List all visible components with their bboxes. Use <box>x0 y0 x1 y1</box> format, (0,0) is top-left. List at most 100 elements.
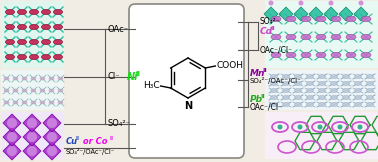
Ellipse shape <box>271 96 277 99</box>
Ellipse shape <box>301 52 311 58</box>
Ellipse shape <box>282 75 290 79</box>
Ellipse shape <box>49 77 54 80</box>
Ellipse shape <box>271 103 277 106</box>
Polygon shape <box>324 7 338 21</box>
Ellipse shape <box>271 88 277 93</box>
Ellipse shape <box>54 54 62 59</box>
Ellipse shape <box>355 81 361 86</box>
Ellipse shape <box>301 16 311 22</box>
Text: Cu: Cu <box>66 137 78 145</box>
Text: II: II <box>260 94 265 99</box>
Ellipse shape <box>294 96 302 99</box>
Circle shape <box>299 0 304 6</box>
Ellipse shape <box>319 81 325 86</box>
Text: Cl⁻: Cl⁻ <box>107 72 119 81</box>
Ellipse shape <box>330 81 338 86</box>
Ellipse shape <box>17 24 26 29</box>
Bar <box>265 112 378 159</box>
Text: SO₄²⁻: SO₄²⁻ <box>260 17 281 27</box>
Ellipse shape <box>271 75 277 79</box>
Bar <box>1 1 64 68</box>
Ellipse shape <box>307 75 313 79</box>
Circle shape <box>338 125 342 129</box>
Polygon shape <box>23 142 41 160</box>
Ellipse shape <box>307 88 313 93</box>
Ellipse shape <box>42 10 51 15</box>
Ellipse shape <box>342 103 350 106</box>
Ellipse shape <box>367 81 373 86</box>
Ellipse shape <box>330 75 338 79</box>
Text: OAc⁻/Cl⁻: OAc⁻/Cl⁻ <box>250 103 283 111</box>
Ellipse shape <box>367 103 373 106</box>
Ellipse shape <box>342 75 350 79</box>
Ellipse shape <box>27 146 37 156</box>
Ellipse shape <box>49 89 54 92</box>
Ellipse shape <box>355 96 361 99</box>
Ellipse shape <box>54 10 62 15</box>
Ellipse shape <box>31 101 36 104</box>
Ellipse shape <box>7 118 17 128</box>
Ellipse shape <box>361 16 371 22</box>
Ellipse shape <box>271 81 277 86</box>
Ellipse shape <box>316 16 326 22</box>
Circle shape <box>358 125 363 129</box>
Ellipse shape <box>29 40 39 45</box>
Ellipse shape <box>355 88 361 93</box>
Ellipse shape <box>4 77 9 80</box>
Ellipse shape <box>286 34 296 40</box>
Ellipse shape <box>29 54 39 59</box>
Text: II: II <box>110 135 114 140</box>
Polygon shape <box>43 128 61 146</box>
Ellipse shape <box>58 101 63 104</box>
Ellipse shape <box>319 75 325 79</box>
Ellipse shape <box>331 16 341 22</box>
Ellipse shape <box>316 34 326 40</box>
Text: II: II <box>135 70 140 76</box>
Ellipse shape <box>301 34 311 40</box>
Polygon shape <box>23 114 41 132</box>
Ellipse shape <box>17 54 26 59</box>
Ellipse shape <box>367 96 373 99</box>
Polygon shape <box>43 142 61 160</box>
Ellipse shape <box>282 88 290 93</box>
Ellipse shape <box>319 103 325 106</box>
Ellipse shape <box>331 52 341 58</box>
Ellipse shape <box>316 52 326 58</box>
Text: Cd: Cd <box>260 27 273 35</box>
Polygon shape <box>339 7 353 21</box>
Text: OAc⁻: OAc⁻ <box>107 24 128 34</box>
Circle shape <box>297 125 302 129</box>
Circle shape <box>328 0 333 6</box>
Ellipse shape <box>13 101 18 104</box>
Ellipse shape <box>331 34 341 40</box>
Circle shape <box>277 125 282 129</box>
Ellipse shape <box>58 77 63 80</box>
Ellipse shape <box>271 52 281 58</box>
Ellipse shape <box>29 10 39 15</box>
Ellipse shape <box>367 75 373 79</box>
Ellipse shape <box>40 77 45 80</box>
Ellipse shape <box>27 132 37 142</box>
Circle shape <box>318 125 322 129</box>
Ellipse shape <box>355 103 361 106</box>
Text: or Co: or Co <box>80 137 107 145</box>
Ellipse shape <box>346 16 356 22</box>
Circle shape <box>358 0 364 6</box>
Ellipse shape <box>31 89 36 92</box>
Ellipse shape <box>342 81 350 86</box>
Ellipse shape <box>6 10 14 15</box>
Ellipse shape <box>342 96 350 99</box>
Ellipse shape <box>22 101 27 104</box>
Ellipse shape <box>40 101 45 104</box>
Ellipse shape <box>47 118 57 128</box>
Polygon shape <box>354 7 368 21</box>
Text: II: II <box>262 68 267 73</box>
Ellipse shape <box>361 52 371 58</box>
Ellipse shape <box>330 103 338 106</box>
Ellipse shape <box>47 132 57 142</box>
Ellipse shape <box>4 89 9 92</box>
Ellipse shape <box>6 24 14 29</box>
Bar <box>1 112 64 159</box>
Ellipse shape <box>294 81 302 86</box>
Ellipse shape <box>27 118 37 128</box>
